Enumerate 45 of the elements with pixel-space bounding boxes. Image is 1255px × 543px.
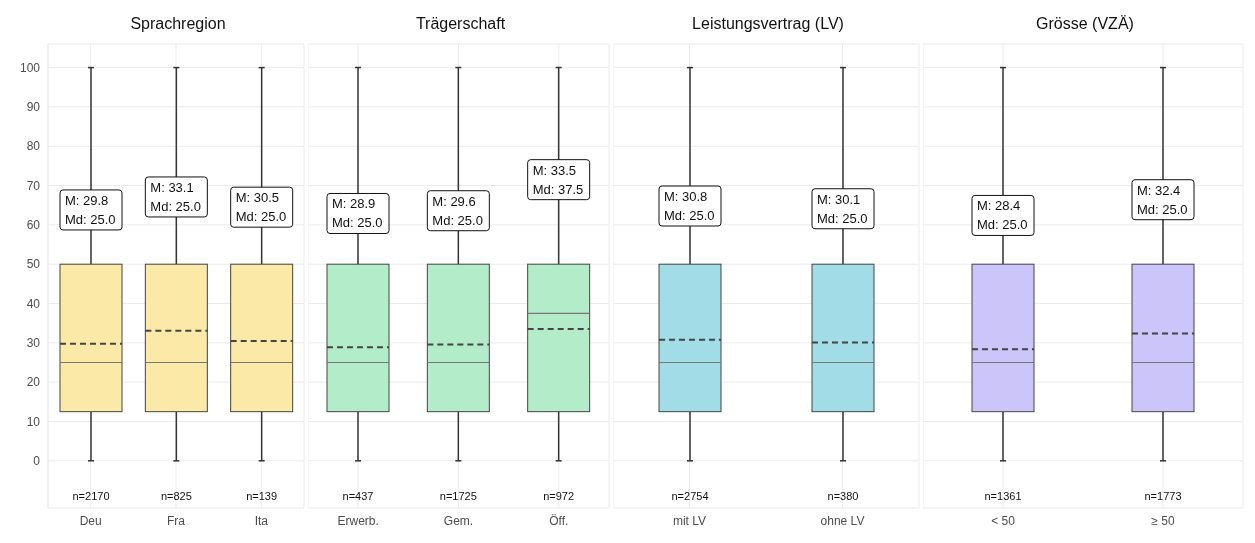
y-tick-label: 10: [26, 414, 41, 429]
y-tick-label: 40: [26, 296, 41, 311]
annotation: n=2170: [72, 490, 110, 502]
y-tick-label: 50: [26, 257, 41, 272]
annotation: M: 33.5 Md: 37.5: [532, 162, 584, 197]
y-tick-label: 80: [26, 139, 41, 154]
annotation: M: 30.1 Md: 25.0: [817, 191, 868, 226]
x-tick-label: Ita: [254, 513, 269, 528]
annotation: n=1361: [984, 490, 1022, 502]
annotation: n=825: [160, 490, 192, 502]
y-tick-label: 100: [19, 60, 41, 75]
x-tick-label: Fra: [167, 513, 186, 528]
y-tick-label: 0: [33, 454, 41, 469]
chart-title: Trägerschaft: [414, 14, 507, 34]
x-tick-label: ohne LV: [820, 513, 865, 528]
y-tick-label: 60: [26, 218, 41, 233]
x-tick-label: Öff.: [549, 513, 569, 528]
annotation: M: 29.8 Md: 25.0: [65, 192, 116, 227]
x-tick-label: ≥ 50: [1151, 513, 1175, 528]
chart-title: Leistungsvertrag (LV): [691, 14, 845, 34]
x-tick-label: mit LV: [672, 513, 707, 528]
y-tick-label: 20: [26, 375, 41, 390]
annotation: n=972: [543, 490, 575, 502]
x-tick-label: Deu: [79, 513, 102, 528]
annotation: M: 28.9 Md: 25.0: [332, 196, 383, 231]
chart-title: Sprachregion: [129, 14, 227, 34]
annotation: n=1725: [439, 490, 477, 502]
annotation: n=139: [246, 490, 278, 502]
annotation: n=1773: [1144, 490, 1182, 502]
annotation: M: 32.4 Md: 25.0: [1137, 182, 1188, 217]
annotation: n=437: [342, 490, 374, 502]
annotation: n=380: [827, 490, 859, 502]
y-tick-label: 70: [26, 178, 41, 193]
annotation: M: 30.8 Md: 25.0: [664, 189, 715, 224]
y-tick-label: 30: [26, 336, 41, 351]
annotation: M: 29.6 Md: 25.0: [432, 193, 483, 228]
annotation: M: 30.5 Md: 25.0: [235, 190, 287, 225]
annotation: n=2754: [671, 490, 709, 502]
x-tick-label: Gem.: [443, 513, 474, 528]
x-tick-label: < 50: [991, 513, 1016, 528]
y-tick-label: 90: [26, 100, 41, 115]
annotation: M: 28.4 Md: 25.0: [977, 198, 1028, 233]
chart-title: Grösse (VZÄ): [1035, 14, 1135, 34]
x-tick-label: Erwerb.: [337, 513, 379, 528]
annotation: M: 33.1 Md: 25.0: [150, 179, 201, 214]
